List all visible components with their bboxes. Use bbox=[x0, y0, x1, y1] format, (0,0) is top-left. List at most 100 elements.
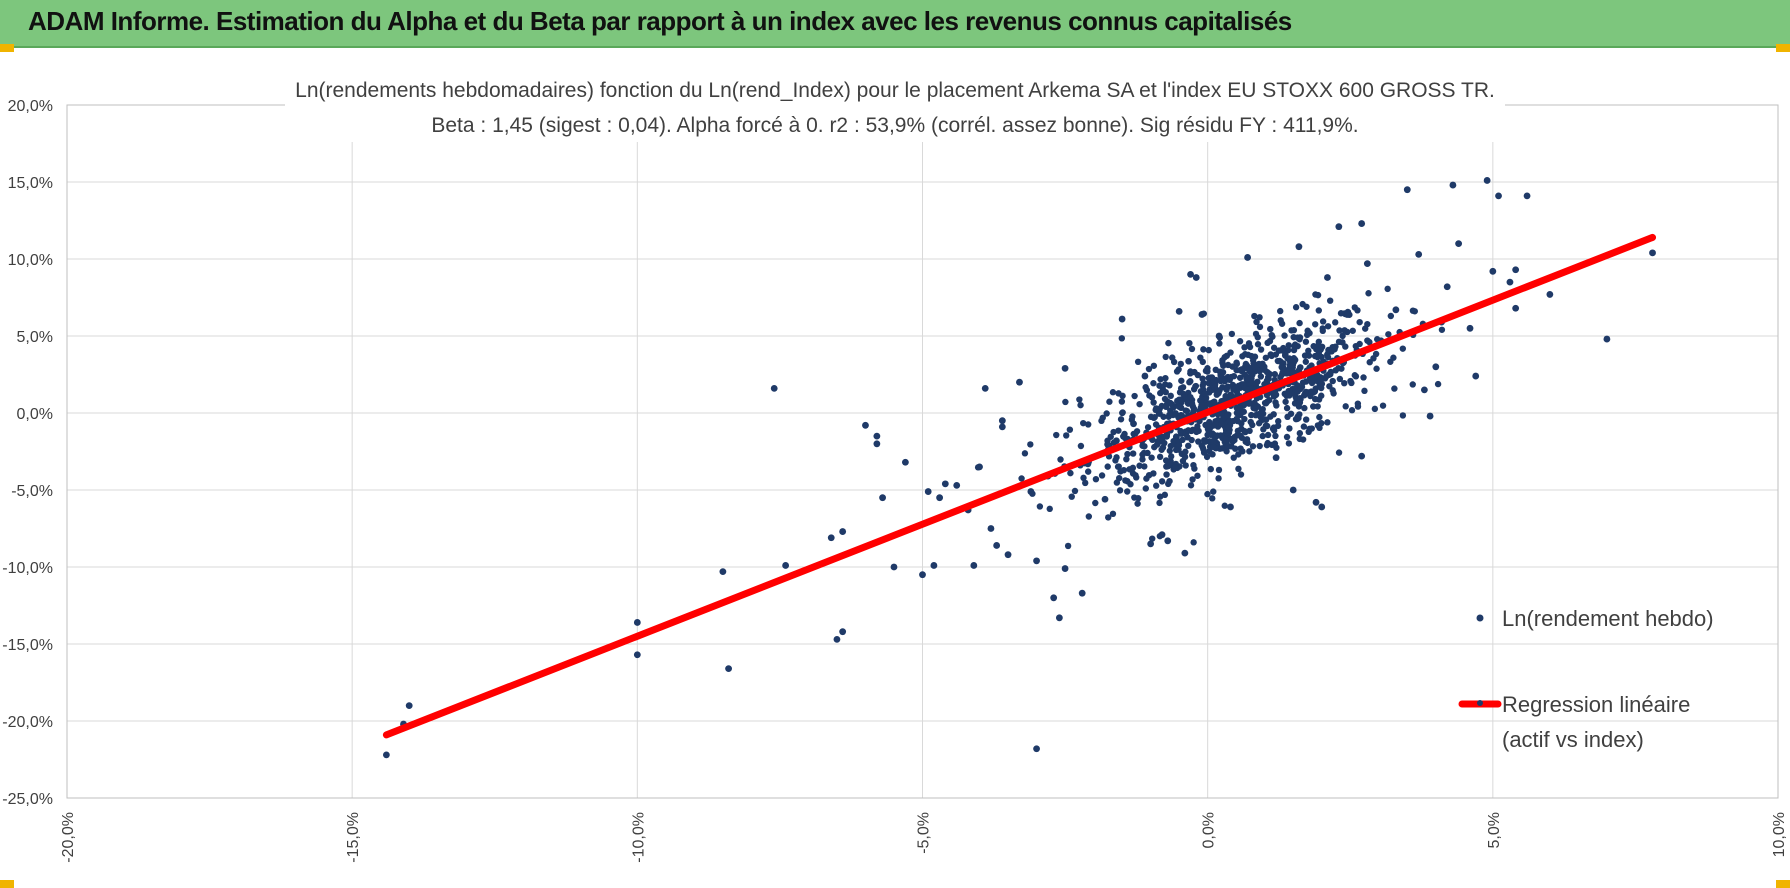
data-point bbox=[1162, 374, 1169, 382]
data-point bbox=[1316, 424, 1323, 432]
data-point bbox=[1251, 399, 1258, 407]
data-point bbox=[1036, 503, 1044, 510]
data-point bbox=[941, 480, 949, 488]
data-point bbox=[1211, 384, 1219, 391]
data-point bbox=[1257, 373, 1265, 380]
data-point bbox=[1221, 354, 1228, 361]
data-point bbox=[1235, 465, 1242, 473]
data-point bbox=[1361, 387, 1368, 395]
data-point bbox=[1018, 475, 1025, 482]
data-point bbox=[1133, 474, 1140, 481]
data-point bbox=[1120, 466, 1128, 474]
data-point bbox=[1117, 416, 1125, 423]
data-point bbox=[1190, 405, 1198, 412]
x-tick-label: 5,0% bbox=[1486, 812, 1503, 848]
data-point bbox=[1273, 444, 1280, 451]
data-point bbox=[1311, 395, 1319, 403]
data-point bbox=[1182, 448, 1189, 455]
data-point bbox=[1175, 307, 1183, 315]
data-point bbox=[1324, 323, 1332, 330]
data-point bbox=[1472, 372, 1480, 380]
data-point bbox=[1352, 342, 1360, 350]
data-point bbox=[1326, 297, 1334, 304]
data-point bbox=[1107, 433, 1114, 440]
data-point bbox=[1317, 376, 1324, 384]
data-point bbox=[1270, 411, 1277, 418]
data-point bbox=[1068, 493, 1075, 500]
data-point bbox=[1308, 379, 1316, 387]
data-point bbox=[1455, 240, 1463, 248]
data-point bbox=[1124, 488, 1131, 495]
data-point bbox=[1506, 278, 1514, 286]
data-point bbox=[1167, 453, 1175, 460]
data-point bbox=[1335, 338, 1343, 346]
data-point bbox=[1312, 321, 1319, 328]
data-point bbox=[1244, 386, 1251, 394]
data-point bbox=[1156, 436, 1163, 443]
data-point bbox=[1297, 364, 1304, 371]
data-point bbox=[1305, 347, 1312, 354]
data-point bbox=[1223, 386, 1230, 393]
data-point bbox=[1156, 532, 1164, 540]
x-tick-label: 0,0% bbox=[1201, 812, 1218, 848]
y-tick-label: 15,0% bbox=[8, 175, 53, 192]
data-point bbox=[1206, 418, 1213, 426]
data-point bbox=[1215, 389, 1222, 396]
data-point bbox=[1332, 343, 1339, 350]
data-point bbox=[1238, 366, 1245, 373]
data-point bbox=[1314, 403, 1321, 410]
data-point bbox=[1272, 432, 1279, 440]
data-point bbox=[1308, 388, 1315, 395]
data-point bbox=[1221, 378, 1228, 385]
data-point bbox=[1218, 445, 1226, 452]
data-point bbox=[1203, 453, 1211, 461]
data-point bbox=[1269, 333, 1276, 340]
data-point bbox=[1294, 334, 1301, 341]
data-point bbox=[1115, 390, 1122, 397]
data-point bbox=[1308, 425, 1315, 432]
data-point bbox=[1078, 589, 1086, 597]
data-point bbox=[1145, 471, 1153, 479]
data-point bbox=[1063, 432, 1070, 439]
data-point bbox=[1016, 378, 1023, 386]
data-point bbox=[1319, 327, 1326, 335]
data-point bbox=[1127, 481, 1134, 488]
data-point bbox=[1284, 413, 1291, 421]
data-point bbox=[1124, 450, 1131, 458]
data-point bbox=[1351, 304, 1358, 311]
data-point bbox=[1260, 426, 1267, 433]
data-point bbox=[1230, 417, 1237, 425]
data-point bbox=[1326, 383, 1333, 390]
data-point bbox=[1241, 344, 1248, 351]
data-point bbox=[1603, 335, 1611, 343]
data-point bbox=[1172, 410, 1179, 417]
data-point bbox=[1302, 416, 1310, 423]
data-point bbox=[1235, 451, 1242, 458]
data-point bbox=[1295, 414, 1302, 422]
data-point bbox=[725, 665, 732, 673]
data-point bbox=[1084, 468, 1092, 475]
data-point bbox=[1170, 358, 1178, 366]
data-point bbox=[1341, 327, 1348, 334]
data-point bbox=[1151, 413, 1158, 421]
data-point bbox=[953, 481, 961, 489]
data-point bbox=[1221, 502, 1228, 509]
data-point bbox=[1033, 745, 1040, 753]
data-point bbox=[1362, 325, 1369, 332]
data-point bbox=[1156, 405, 1163, 413]
data-point bbox=[1385, 331, 1392, 338]
data-point bbox=[1228, 436, 1235, 443]
data-point bbox=[1255, 420, 1263, 427]
data-point bbox=[1173, 368, 1181, 375]
data-point bbox=[1158, 446, 1165, 453]
data-point bbox=[1259, 432, 1266, 440]
data-point bbox=[1105, 514, 1112, 521]
data-point bbox=[1415, 250, 1423, 258]
data-point bbox=[1301, 352, 1309, 359]
data-point bbox=[1071, 487, 1079, 495]
data-point bbox=[1162, 403, 1170, 411]
data-point bbox=[936, 494, 944, 502]
data-point bbox=[1004, 551, 1012, 559]
data-point bbox=[1207, 465, 1214, 473]
data-point bbox=[1434, 380, 1442, 388]
